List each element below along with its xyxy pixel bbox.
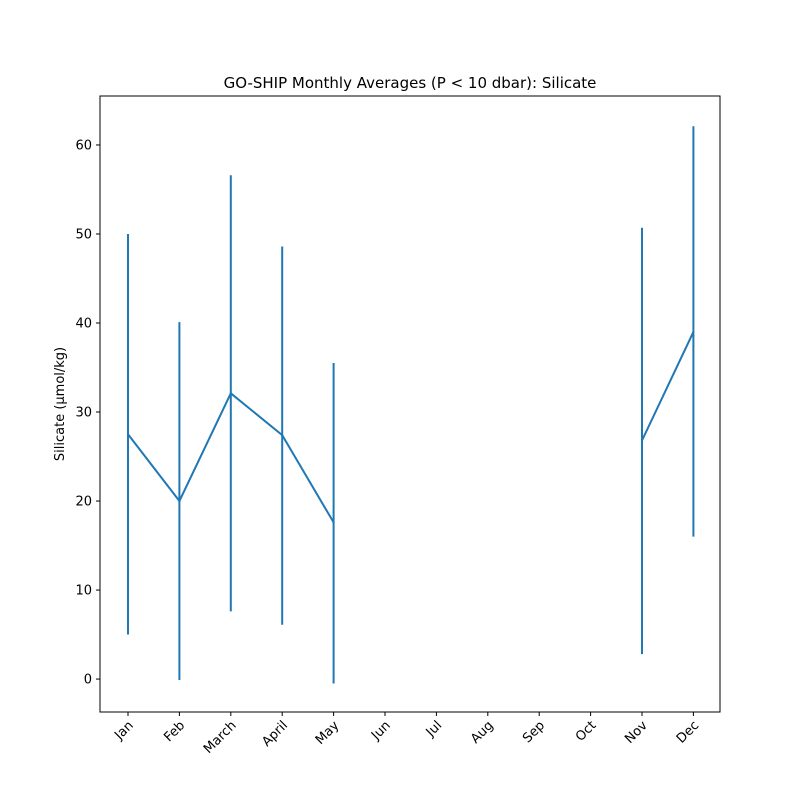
series-line [641, 331, 695, 441]
y-tick-label: 60 [75, 138, 92, 153]
chart-title: GO-SHIP Monthly Averages (P < 10 dbar): … [224, 74, 597, 92]
plot-frame [99, 95, 721, 713]
y-tick-label: 10 [75, 584, 92, 599]
y-tick-label: 30 [75, 406, 92, 421]
data-point [229, 392, 232, 395]
data-point [281, 434, 284, 437]
y-tick-label: 20 [75, 495, 92, 510]
data-point [127, 433, 129, 436]
y-axis-label: Silicate (µmol/kg) [53, 347, 68, 461]
y-tick-label: 40 [75, 316, 92, 331]
data-point [332, 521, 335, 524]
y-tick-label: 50 [75, 227, 92, 242]
y-tick-label: 0 [84, 673, 92, 688]
data-point [692, 330, 695, 333]
data-point [641, 439, 643, 442]
data-point [178, 500, 181, 503]
